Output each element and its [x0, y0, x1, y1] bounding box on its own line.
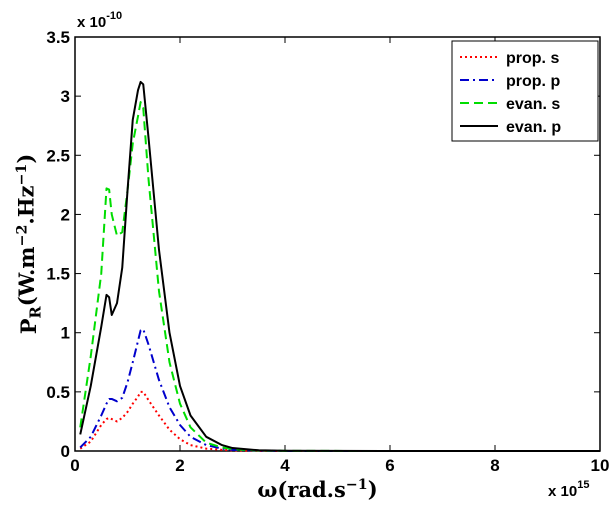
legend-label: prop. p [506, 73, 560, 90]
y-tick-label: 1.5 [46, 265, 70, 284]
y-axis-ticks: 0 0.5 1 1.5 2 2.5 3 3.5 [46, 28, 600, 461]
series-line-evan-p [79, 80, 600, 452]
series-line-prop-s [79, 390, 600, 452]
legend: prop. s prop. p evan. s evan. p [451, 40, 599, 142]
x-tick-label: 0 [70, 456, 79, 475]
y-tick-label: 1 [61, 324, 70, 343]
x-axis-multiplier: x 1015 [548, 479, 589, 500]
y-tick-label: 2 [61, 205, 70, 224]
x-tick-label: 2 [175, 456, 184, 475]
series-line-prop-p [79, 328, 600, 452]
x-tick-label: 10 [591, 456, 610, 475]
x-tick-label: 8 [490, 456, 499, 475]
y-tick-label: 0 [61, 442, 70, 461]
series-layer [79, 80, 600, 452]
y-axis-multiplier: x 10-10 [77, 10, 122, 31]
legend-label: evan. s [506, 96, 560, 113]
x-tick-label: 4 [280, 456, 290, 475]
x-tick-label: 6 [385, 456, 394, 475]
y-tick-label: 3.5 [46, 28, 70, 47]
y-tick-label: 3 [61, 87, 70, 106]
y-tick-label: 2.5 [46, 146, 70, 165]
x-axis-label: ω(rad.s−1) [257, 476, 377, 502]
y-tick-label: 0.5 [46, 383, 70, 402]
legend-label: prop. s [506, 50, 559, 67]
series-line-evan-s [79, 101, 600, 452]
y-axis-label: PR(W.m−2.Hz−1) [13, 154, 44, 335]
legend-label: evan. p [506, 119, 561, 136]
